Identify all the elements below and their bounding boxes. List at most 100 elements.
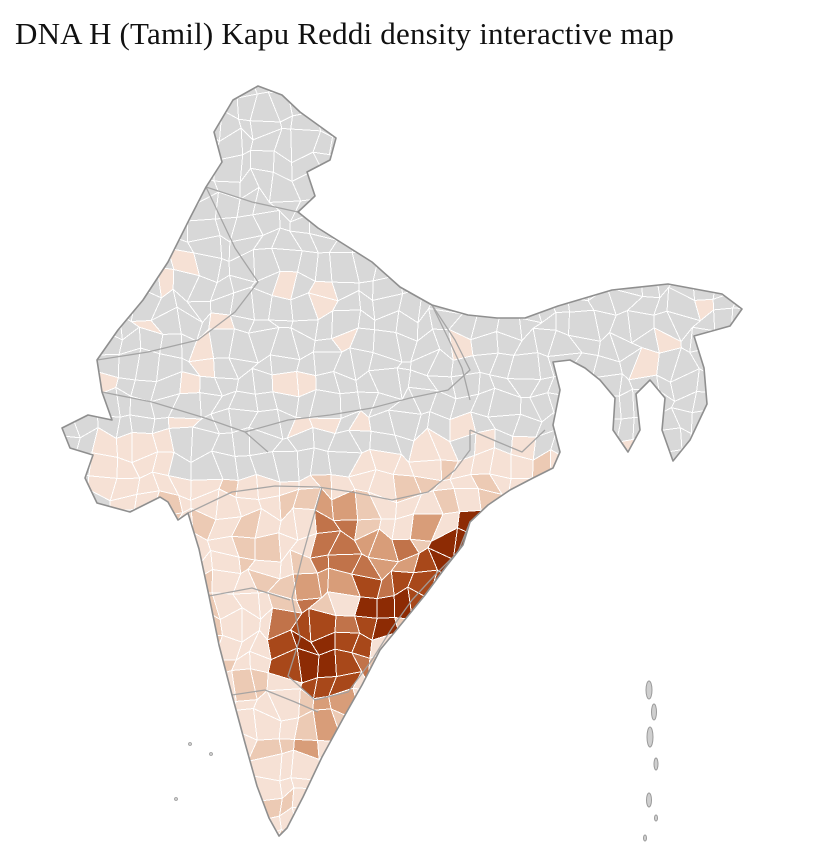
district-cell[interactable]	[68, 317, 103, 339]
district-cell[interactable]	[171, 573, 201, 595]
district-cell[interactable]	[616, 628, 641, 656]
district-cell[interactable]	[126, 709, 151, 739]
district-cell[interactable]	[135, 666, 160, 695]
district-cell[interactable]	[90, 577, 120, 592]
district-cell[interactable]	[641, 195, 660, 213]
district-cell[interactable]	[511, 528, 541, 562]
district-cell[interactable]	[490, 610, 509, 642]
district-cell[interactable]	[594, 469, 621, 493]
district-cell[interactable]	[688, 190, 715, 216]
district-cell[interactable]	[730, 613, 759, 639]
district-cell[interactable]	[58, 107, 80, 136]
district-cell[interactable]	[290, 777, 323, 790]
district-cell[interactable]	[571, 788, 592, 812]
district-cell[interactable]	[471, 652, 494, 671]
district-cell[interactable]	[89, 529, 119, 553]
district-cell[interactable]	[569, 833, 603, 851]
district-cell[interactable]	[732, 210, 755, 241]
district-cell[interactable]	[630, 156, 657, 182]
district-cell[interactable]	[514, 789, 543, 818]
district-cell[interactable]	[717, 248, 739, 272]
district-cell[interactable]	[608, 809, 637, 838]
district-cell[interactable]	[134, 238, 156, 257]
district-cell[interactable]	[411, 250, 429, 277]
district-cell[interactable]	[428, 597, 455, 617]
district-cell[interactable]	[394, 130, 421, 159]
district-cell[interactable]	[729, 562, 751, 582]
district-cell[interactable]	[492, 550, 516, 576]
district-cell[interactable]	[72, 756, 95, 774]
district-cell[interactable]	[569, 197, 598, 216]
district-cell[interactable]	[492, 274, 517, 301]
district-cell[interactable]	[150, 636, 183, 657]
district-cell[interactable]	[494, 132, 512, 161]
district-cell[interactable]	[432, 668, 460, 700]
district-cell[interactable]	[456, 839, 481, 851]
district-cell[interactable]	[153, 169, 174, 203]
district-cell[interactable]	[726, 775, 750, 801]
district-cell[interactable]	[558, 827, 572, 851]
district-cell[interactable]	[92, 510, 113, 535]
district-cell[interactable]	[553, 126, 574, 158]
district-cell[interactable]	[527, 72, 560, 98]
district-cell[interactable]	[410, 236, 430, 256]
district-cell[interactable]	[129, 593, 159, 615]
district-cell[interactable]	[735, 407, 761, 443]
district-cell[interactable]	[348, 70, 375, 100]
district-cell[interactable]	[690, 526, 711, 559]
district-cell[interactable]	[552, 675, 583, 703]
district-cell[interactable]	[507, 632, 540, 657]
district-cell[interactable]	[687, 690, 717, 712]
district-cell[interactable]	[609, 595, 642, 624]
district-cell[interactable]	[618, 752, 641, 774]
district-cell[interactable]	[172, 71, 196, 103]
district-cell[interactable]	[330, 815, 363, 835]
district-cell[interactable]	[727, 511, 762, 540]
district-cell[interactable]	[640, 68, 661, 103]
district-cell[interactable]	[648, 612, 678, 640]
district-cell[interactable]	[167, 634, 195, 657]
district-cell[interactable]	[197, 841, 214, 851]
district-cell[interactable]	[674, 135, 703, 158]
district-cell[interactable]	[559, 657, 583, 678]
district-cell[interactable]	[399, 232, 420, 252]
district-cell[interactable]	[432, 647, 458, 681]
district-cell[interactable]	[374, 210, 400, 234]
district-cell[interactable]	[728, 448, 752, 482]
district-cell[interactable]	[119, 728, 135, 757]
district-cell[interactable]	[211, 729, 235, 763]
district-cell[interactable]	[533, 548, 560, 576]
district-cell[interactable]	[199, 756, 219, 772]
district-cell[interactable]	[758, 408, 775, 443]
district-cell[interactable]	[598, 128, 623, 164]
district-cell[interactable]	[407, 116, 431, 143]
district-cell[interactable]	[668, 670, 702, 702]
district-cell[interactable]	[669, 155, 702, 184]
district-cell[interactable]	[376, 595, 396, 619]
district-cell[interactable]	[366, 73, 400, 100]
district-cell[interactable]	[630, 695, 654, 724]
district-cell[interactable]	[554, 256, 582, 277]
district-cell[interactable]	[747, 555, 776, 580]
district-cell[interactable]	[708, 727, 739, 761]
district-cell[interactable]	[447, 271, 480, 301]
district-cell[interactable]	[571, 469, 598, 502]
district-cell[interactable]	[97, 170, 123, 197]
district-cell[interactable]	[530, 795, 559, 818]
district-cell[interactable]	[754, 257, 772, 280]
district-cell[interactable]	[352, 187, 376, 212]
district-cell[interactable]	[552, 696, 583, 718]
district-cell[interactable]	[426, 128, 460, 164]
district-cell[interactable]	[749, 631, 783, 659]
district-cell[interactable]	[558, 93, 582, 122]
district-cell[interactable]	[491, 690, 524, 719]
district-cell[interactable]	[48, 548, 82, 581]
district-cell[interactable]	[89, 550, 119, 581]
district-cell[interactable]	[748, 477, 779, 491]
district-cell[interactable]	[547, 527, 576, 563]
district-cell[interactable]	[48, 318, 80, 341]
district-cell[interactable]	[48, 337, 80, 351]
district-cell[interactable]	[487, 510, 516, 533]
district-cell[interactable]	[507, 496, 544, 514]
district-cell[interactable]	[748, 715, 781, 737]
